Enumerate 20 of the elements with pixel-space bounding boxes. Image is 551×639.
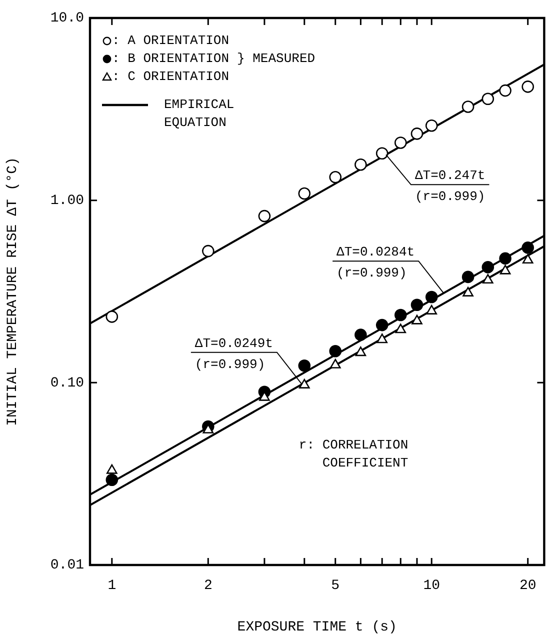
y-tick-label: 1.00	[50, 193, 84, 210]
x-tick-label: 2	[204, 578, 212, 594]
annotation: ΔT=0.0249t (r=0.999)	[194, 336, 273, 372]
annotation: ΔT=0.247t (r=0.999)	[415, 168, 486, 204]
legend-label: : B ORIENTATION	[112, 50, 230, 68]
annotation: ΔT=0.0284t (r=0.999)	[336, 244, 415, 281]
y-tick-label: 0.10	[50, 375, 84, 392]
legend-label: : C ORIENTATION	[112, 68, 230, 86]
x-tick-label: 5	[331, 578, 340, 594]
y-tick-label: 10.0	[50, 10, 84, 27]
x-tick-label: 1	[108, 578, 116, 594]
x-axis-title: EXPOSURE TIME t (s)	[237, 619, 397, 636]
legend-label: : A ORIENTATION	[112, 32, 230, 50]
legend-label: EMPIRICAL EQUATION	[164, 96, 234, 132]
y-tick-label: 0.01	[50, 558, 84, 574]
annotation: } MEASURED	[237, 50, 316, 68]
x-tick-label: 20	[519, 578, 536, 594]
x-tick-label: 10	[423, 578, 440, 594]
annotation: r: CORRELATION COEFFICIENT	[298, 437, 408, 470]
y-axis-title: INITIAL TEMPERATURE RISE ΔT (°C)	[5, 157, 22, 426]
